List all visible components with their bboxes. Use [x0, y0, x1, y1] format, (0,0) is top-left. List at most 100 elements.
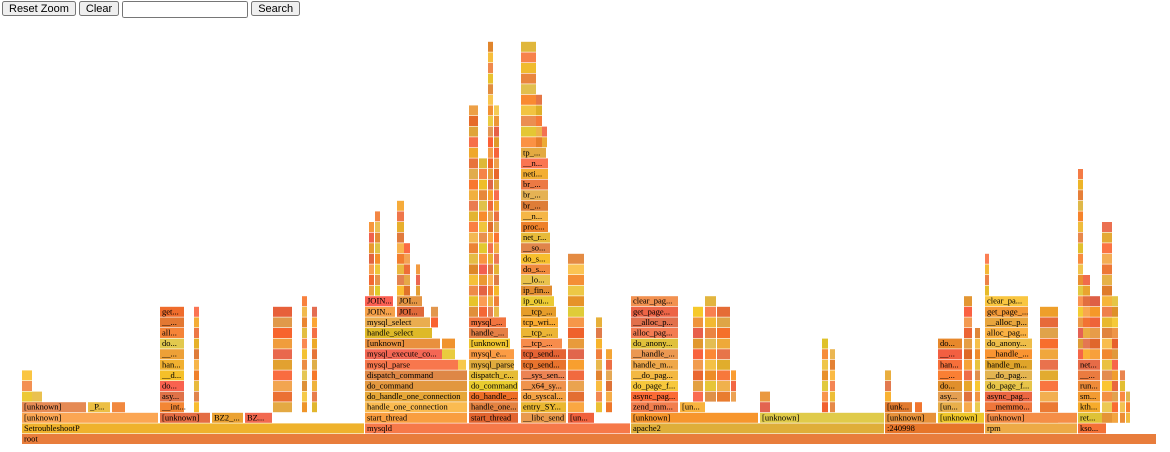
frame[interactable] — [488, 264, 493, 275]
frame[interactable] — [975, 359, 980, 370]
frame[interactable] — [521, 41, 536, 52]
frame[interactable] — [693, 306, 703, 317]
frame[interactable] — [985, 423, 1077, 434]
frame[interactable] — [397, 253, 404, 264]
frame[interactable] — [822, 349, 828, 360]
frame[interactable] — [1102, 317, 1112, 328]
frame[interactable] — [717, 381, 730, 391]
frame[interactable] — [488, 94, 493, 105]
frame[interactable] — [822, 370, 828, 381]
frame[interactable] — [494, 232, 499, 243]
frame[interactable] — [404, 264, 410, 275]
frame[interactable] — [985, 285, 989, 296]
frame[interactable] — [397, 232, 404, 243]
frame[interactable] — [365, 317, 430, 328]
frame[interactable] — [1083, 317, 1090, 328]
frame[interactable] — [521, 222, 548, 232]
frame[interactable] — [631, 423, 884, 434]
frame[interactable] — [479, 190, 487, 201]
frame[interactable] — [1126, 412, 1130, 423]
frame[interactable] — [631, 338, 678, 349]
frame[interactable] — [312, 338, 317, 349]
frame[interactable] — [938, 402, 962, 413]
frame[interactable] — [568, 285, 584, 296]
frame[interactable] — [596, 402, 602, 413]
frame[interactable] — [964, 306, 972, 317]
frame[interactable] — [1040, 306, 1058, 317]
frame[interactable] — [1102, 232, 1112, 243]
frame[interactable] — [194, 391, 199, 402]
frame[interactable] — [312, 381, 317, 391]
frame[interactable] — [494, 211, 499, 222]
frame[interactable] — [194, 381, 199, 391]
frame[interactable] — [631, 412, 758, 423]
frame[interactable] — [1102, 402, 1112, 413]
frame[interactable] — [273, 328, 292, 338]
frame[interactable] — [1078, 402, 1100, 413]
frame[interactable] — [985, 328, 1028, 338]
frame[interactable] — [469, 232, 478, 243]
frame[interactable] — [488, 222, 493, 232]
frame[interactable] — [521, 370, 566, 381]
frame[interactable] — [964, 328, 972, 338]
frame[interactable] — [469, 370, 518, 381]
frame[interactable] — [273, 306, 292, 317]
frame[interactable] — [273, 391, 292, 402]
frame[interactable] — [194, 306, 199, 317]
frame[interactable] — [488, 211, 493, 222]
frame[interactable] — [1078, 370, 1100, 381]
frame[interactable] — [1040, 338, 1058, 349]
frame[interactable] — [521, 158, 548, 169]
frame[interactable] — [521, 200, 548, 211]
frame[interactable] — [985, 381, 1032, 391]
frame[interactable] — [693, 391, 703, 402]
frame[interactable] — [521, 402, 566, 413]
frame[interactable] — [369, 285, 374, 296]
frame[interactable] — [521, 179, 548, 190]
frame[interactable] — [568, 381, 584, 391]
frame[interactable] — [822, 381, 828, 391]
frame[interactable] — [964, 359, 972, 370]
frame[interactable] — [705, 391, 716, 402]
frame[interactable] — [469, 116, 478, 126]
frame[interactable] — [693, 317, 703, 328]
frame[interactable] — [494, 253, 499, 264]
frame[interactable] — [375, 275, 380, 285]
frame[interactable] — [731, 391, 736, 402]
frame[interactable] — [22, 423, 364, 434]
frame[interactable] — [521, 412, 566, 423]
frame[interactable] — [536, 116, 542, 126]
frame[interactable] — [494, 169, 499, 179]
frame[interactable] — [488, 200, 493, 211]
frame[interactable] — [596, 359, 602, 370]
frame[interactable] — [469, 338, 510, 349]
frame[interactable] — [375, 232, 380, 243]
frame[interactable] — [680, 402, 705, 413]
frame[interactable] — [160, 306, 184, 317]
frame[interactable] — [717, 370, 730, 381]
frame[interactable] — [160, 359, 184, 370]
frame[interactable] — [760, 402, 770, 413]
frame[interactable] — [1078, 169, 1083, 179]
frame[interactable] — [822, 391, 828, 402]
frame[interactable] — [469, 317, 506, 328]
frame[interactable] — [568, 359, 584, 370]
frame[interactable] — [488, 84, 493, 95]
frame[interactable] — [693, 381, 703, 391]
frame[interactable] — [488, 296, 493, 307]
frame[interactable] — [596, 317, 602, 328]
frame[interactable] — [1120, 370, 1125, 381]
frame[interactable] — [938, 381, 962, 391]
frame[interactable] — [985, 402, 1032, 413]
frame[interactable] — [369, 232, 374, 243]
frame[interactable] — [542, 126, 547, 137]
frame[interactable] — [488, 137, 493, 148]
frame[interactable] — [365, 338, 440, 349]
frame[interactable] — [521, 338, 562, 349]
frame[interactable] — [521, 317, 558, 328]
frame[interactable] — [1078, 328, 1083, 338]
frame[interactable] — [469, 349, 514, 360]
frame[interactable] — [521, 253, 550, 264]
frame[interactable] — [631, 370, 678, 381]
frame[interactable] — [985, 306, 1028, 317]
